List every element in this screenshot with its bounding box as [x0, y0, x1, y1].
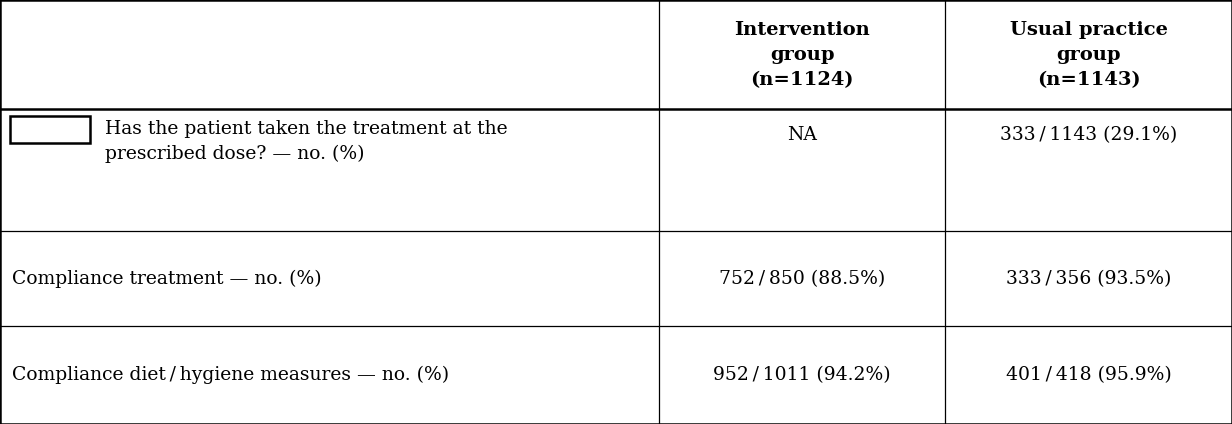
- Text: 752 / 850 (88.5%): 752 / 850 (88.5%): [719, 270, 885, 288]
- Text: 333 / 356 (93.5%): 333 / 356 (93.5%): [1005, 270, 1172, 288]
- Text: Compliance diet / hygiene measures — no. (%): Compliance diet / hygiene measures — no.…: [12, 366, 450, 385]
- Text: 952 / 1011 (94.2%): 952 / 1011 (94.2%): [713, 366, 891, 384]
- Text: Compliance treatment — no. (%): Compliance treatment — no. (%): [12, 270, 322, 288]
- Text: 401 / 418 (95.9%): 401 / 418 (95.9%): [1005, 366, 1172, 384]
- Text: Usual practice
group
(n=1143): Usual practice group (n=1143): [1009, 21, 1168, 89]
- Text: Intervention
group
(n=1124): Intervention group (n=1124): [734, 21, 870, 89]
- Text: NA: NA: [787, 126, 817, 144]
- Text: 333 / 1143 (29.1%): 333 / 1143 (29.1%): [1000, 126, 1177, 144]
- FancyBboxPatch shape: [10, 116, 90, 143]
- Text: Has the patient taken the treatment at the
prescribed dose? — no. (%): Has the patient taken the treatment at t…: [105, 120, 508, 163]
